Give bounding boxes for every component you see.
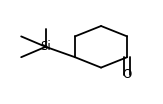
Text: O: O [123,68,132,81]
Text: Si: Si [40,40,51,53]
